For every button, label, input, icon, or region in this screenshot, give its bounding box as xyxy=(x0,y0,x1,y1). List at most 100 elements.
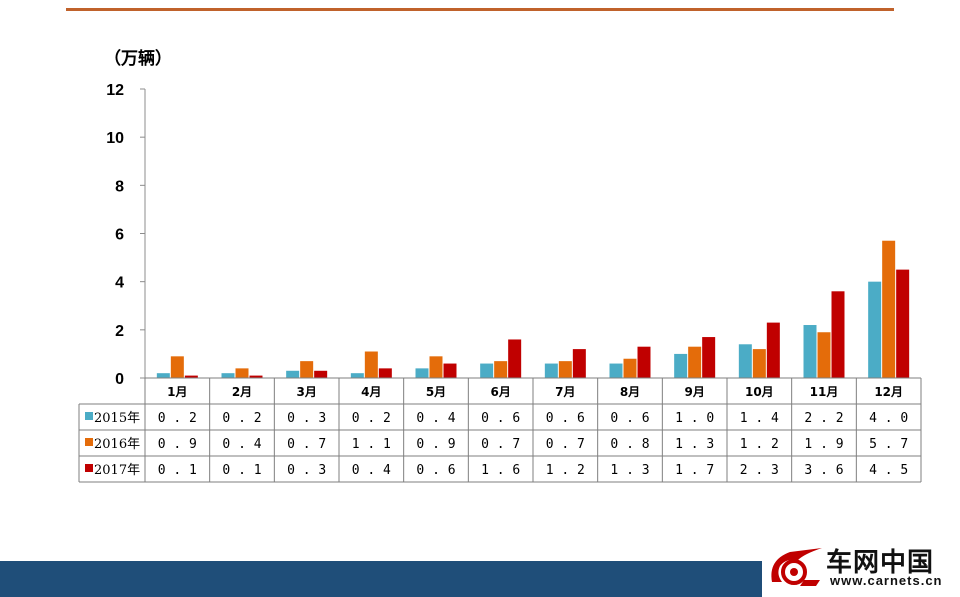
y-tick-label: 4 xyxy=(115,275,124,292)
table-cell-value: 0 . 9 xyxy=(416,437,455,452)
y-tick-label: 12 xyxy=(106,82,124,99)
table-cell-value: 0 . 8 xyxy=(610,437,649,452)
table-cell-value: 0 . 1 xyxy=(158,463,197,478)
bar xyxy=(702,337,716,378)
bar xyxy=(831,291,845,378)
bar xyxy=(868,281,882,378)
table-cell-value: 1 . 3 xyxy=(610,463,649,478)
logo-url: www.carnets.cn xyxy=(830,573,943,588)
table-cell-value: 3 . 6 xyxy=(804,463,843,478)
legend-label: 2016年 xyxy=(94,437,140,452)
table-cell-value: 1 . 0 xyxy=(675,411,714,426)
category-label: 12月 xyxy=(874,385,903,399)
category-label: 2月 xyxy=(232,385,252,399)
y-tick-label: 8 xyxy=(115,178,124,195)
category-label: 7月 xyxy=(555,385,575,399)
bar xyxy=(674,353,688,378)
legend-swatch xyxy=(85,438,93,446)
bar xyxy=(558,361,572,378)
table-cell-value: 1 . 7 xyxy=(675,463,714,478)
bar xyxy=(170,356,184,378)
table-cell-value: 0 . 6 xyxy=(416,463,455,478)
y-tick-label: 0 xyxy=(115,371,124,388)
category-label: 3月 xyxy=(296,385,316,399)
bar xyxy=(609,363,623,378)
bar xyxy=(378,368,392,378)
table-cell-value: 1 . 3 xyxy=(675,437,714,452)
table-cell-value: 1 . 4 xyxy=(740,411,779,426)
bar xyxy=(429,356,443,378)
category-label: 10月 xyxy=(745,385,774,399)
category-label: 6月 xyxy=(490,385,510,399)
legend-label: 2017年 xyxy=(94,463,140,478)
category-label: 5月 xyxy=(426,385,446,399)
category-label: 8月 xyxy=(620,385,640,399)
category-label: 9月 xyxy=(684,385,704,399)
bar xyxy=(882,240,896,378)
legend-label: 2015年 xyxy=(94,411,140,426)
top-accent-rule xyxy=(66,8,894,11)
bar xyxy=(364,351,378,378)
table-cell-value: 0 . 4 xyxy=(222,437,261,452)
bar xyxy=(896,269,910,378)
category-label: 4月 xyxy=(361,385,381,399)
table-cell-value: 4 . 0 xyxy=(869,411,908,426)
bar xyxy=(415,368,429,378)
table-cell-value: 0 . 2 xyxy=(158,411,197,426)
table-cell-value: 0 . 9 xyxy=(158,437,197,452)
table-cell-value: 0 . 7 xyxy=(481,437,520,452)
bar xyxy=(300,361,314,378)
table-cell-value: 0 . 6 xyxy=(546,411,585,426)
bar xyxy=(184,375,198,378)
table-cell-value: 0 . 3 xyxy=(287,463,326,478)
table-cell-value: 2 . 2 xyxy=(804,411,843,426)
table-cell-value: 1 . 1 xyxy=(352,437,391,452)
table-cell-value: 0 . 2 xyxy=(352,411,391,426)
carnets-logo: 车网中国 www.carnets.cn xyxy=(762,540,960,597)
bar xyxy=(803,325,817,378)
table-cell-value: 0 . 1 xyxy=(222,463,261,478)
bar xyxy=(480,363,494,378)
table-cell-value: 0 . 6 xyxy=(610,411,649,426)
bar xyxy=(286,370,300,378)
table-cell-value: 0 . 3 xyxy=(287,411,326,426)
bar xyxy=(766,322,780,378)
table-cell-value: 0 . 2 xyxy=(222,411,261,426)
bar xyxy=(623,358,637,378)
bar xyxy=(235,368,249,378)
bar xyxy=(221,373,235,378)
table-cell-value: 1 . 2 xyxy=(740,437,779,452)
legend-swatch xyxy=(85,464,93,472)
bar xyxy=(637,346,651,378)
table-cell-value: 0 . 4 xyxy=(352,463,391,478)
bar xyxy=(688,346,702,378)
table-cell-value: 1 . 6 xyxy=(481,463,520,478)
legend-swatch xyxy=(85,412,93,420)
table-cell-value: 0 . 6 xyxy=(481,411,520,426)
y-axis-unit-label: （万辆） xyxy=(104,49,172,69)
bar xyxy=(443,363,457,378)
table-cell-value: 0 . 4 xyxy=(416,411,455,426)
bar xyxy=(544,363,558,378)
car-logo-icon xyxy=(771,548,822,586)
bar xyxy=(738,344,752,378)
category-label: 1月 xyxy=(167,385,187,399)
table-cell-value: 5 . 7 xyxy=(869,437,908,452)
bar xyxy=(508,339,522,378)
y-tick-label: 10 xyxy=(106,130,124,147)
table-cell-value: 0 . 7 xyxy=(546,437,585,452)
table-cell-value: 4 . 5 xyxy=(869,463,908,478)
table-cell-value: 1 . 9 xyxy=(804,437,843,452)
bar xyxy=(817,332,831,378)
table-cell-value: 0 . 7 xyxy=(287,437,326,452)
bar xyxy=(752,349,766,378)
table-cell-value: 1 . 2 xyxy=(546,463,585,478)
bar xyxy=(494,361,508,378)
logo-text: 车网中国 xyxy=(826,548,935,578)
bar xyxy=(249,375,263,378)
bar xyxy=(572,349,586,378)
bar xyxy=(156,373,170,378)
category-label: 11月 xyxy=(810,385,839,399)
table-cell-value: 2 . 3 xyxy=(740,463,779,478)
